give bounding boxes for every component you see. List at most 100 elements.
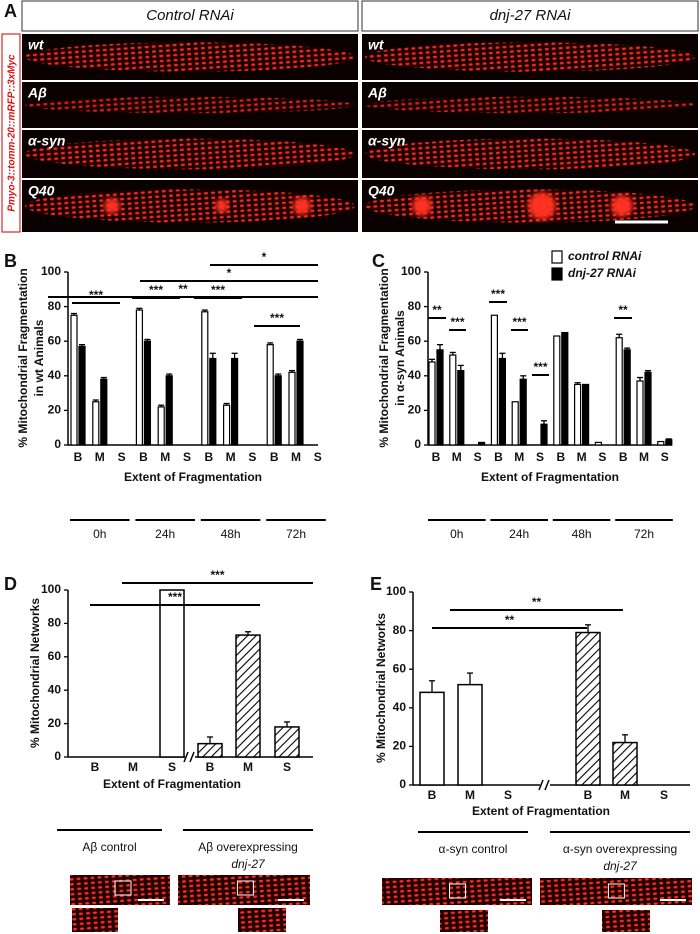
x-tick-label: B bbox=[74, 450, 83, 464]
x-tick-label: M bbox=[95, 450, 105, 464]
significance-label: *** bbox=[450, 315, 464, 329]
legend-swatch bbox=[551, 267, 563, 281]
inset bbox=[440, 910, 488, 932]
bar bbox=[644, 371, 652, 446]
bar bbox=[235, 634, 261, 758]
y-tick-label: 40 bbox=[393, 700, 407, 714]
error-bar bbox=[158, 404, 165, 407]
y-tick-label: 40 bbox=[408, 368, 422, 382]
muscle-cell bbox=[25, 138, 355, 170]
significance-label: *** bbox=[270, 311, 284, 325]
bar bbox=[436, 349, 444, 446]
axis-break bbox=[189, 751, 195, 763]
aggregate bbox=[215, 199, 229, 213]
bar bbox=[612, 741, 638, 786]
error-bar bbox=[437, 344, 443, 350]
error-bar bbox=[100, 376, 107, 380]
x-axis-label: Extent of Fragmentation bbox=[124, 470, 262, 484]
x-tick-label: S bbox=[248, 450, 256, 464]
y-axis-label: % Mitochondrial Fragmentation bbox=[377, 268, 391, 447]
x-tick-label: S bbox=[118, 450, 126, 464]
bar bbox=[100, 378, 108, 446]
x-tick-label: S bbox=[168, 760, 176, 774]
group-label: dnj-27 bbox=[231, 857, 266, 871]
significance-label: ** bbox=[505, 613, 515, 627]
row-label: wt bbox=[368, 37, 385, 53]
bar bbox=[511, 401, 519, 446]
column-header: dnj-27 RNAi bbox=[490, 7, 572, 24]
bar bbox=[274, 375, 282, 446]
group-label: 24h bbox=[509, 527, 529, 541]
x-tick-label: S bbox=[474, 450, 482, 464]
muscle-cell bbox=[25, 189, 355, 223]
bar bbox=[623, 349, 631, 446]
bar bbox=[231, 357, 239, 446]
bar bbox=[657, 440, 665, 446]
panel-letter: B bbox=[4, 251, 17, 271]
error-bar bbox=[624, 347, 631, 350]
y-axis-label: in wt Animals bbox=[32, 319, 46, 396]
error-bar bbox=[289, 369, 295, 373]
error-bar bbox=[92, 399, 99, 402]
y-tick-label: 40 bbox=[48, 682, 62, 696]
error-bar bbox=[499, 352, 506, 359]
axis-break bbox=[538, 779, 544, 791]
group-label: 72h bbox=[286, 527, 306, 541]
bar bbox=[296, 340, 304, 446]
bar bbox=[553, 335, 561, 446]
error-bar bbox=[585, 624, 591, 633]
error-bar bbox=[297, 338, 303, 342]
bar bbox=[92, 401, 100, 446]
bar bbox=[274, 726, 300, 758]
row-label: α-syn bbox=[368, 133, 405, 149]
bar bbox=[665, 439, 673, 446]
error-bar bbox=[245, 631, 251, 636]
error-bar bbox=[79, 344, 85, 347]
y-tick-label: 60 bbox=[48, 649, 62, 663]
group-label: α-syn control bbox=[439, 842, 508, 856]
significance-label: *** bbox=[211, 283, 225, 297]
x-axis-label: Extent of Fragmentation bbox=[472, 804, 610, 818]
y-tick-label: 100 bbox=[401, 264, 421, 278]
group-label: Aβ overexpressing bbox=[198, 840, 298, 854]
y-tick-label: 100 bbox=[41, 264, 61, 278]
aggregate bbox=[611, 195, 633, 217]
legend-swatch bbox=[551, 250, 563, 264]
y-tick-label: 60 bbox=[48, 333, 62, 347]
bar bbox=[561, 331, 569, 446]
inset-box bbox=[449, 883, 466, 899]
bar bbox=[573, 383, 582, 446]
error-bar bbox=[201, 309, 208, 312]
bar bbox=[135, 309, 143, 446]
bar bbox=[490, 314, 498, 446]
bar bbox=[540, 423, 548, 446]
x-tick-label: B bbox=[556, 450, 565, 464]
bar bbox=[428, 361, 436, 446]
y-tick-label: 20 bbox=[393, 739, 407, 753]
y-axis-label: % Mitochondrial Networks bbox=[28, 598, 42, 748]
bar bbox=[159, 589, 185, 758]
group-label: 24h bbox=[155, 527, 175, 541]
bar bbox=[201, 311, 209, 446]
error-bar bbox=[166, 373, 173, 376]
bar bbox=[419, 691, 445, 786]
error-bar bbox=[223, 402, 230, 406]
bar bbox=[575, 631, 601, 786]
bar bbox=[457, 683, 483, 786]
row-label: α-syn bbox=[28, 133, 65, 149]
row-label: wt bbox=[28, 37, 45, 53]
error-bar bbox=[520, 375, 527, 380]
error-bar bbox=[231, 352, 238, 359]
error-bar bbox=[275, 373, 282, 376]
x-tick-label: M bbox=[291, 450, 301, 464]
side-label-box bbox=[1, 33, 21, 233]
x-tick-label: S bbox=[536, 450, 544, 464]
x-tick-label: B bbox=[494, 450, 503, 464]
y-tick-label: 0 bbox=[399, 777, 406, 791]
group-label: 0h bbox=[93, 527, 106, 541]
significance-label: *** bbox=[491, 287, 505, 301]
x-tick-label: B bbox=[432, 450, 441, 464]
x-tick-label: B bbox=[204, 450, 213, 464]
x-tick-label: B bbox=[270, 450, 279, 464]
y-axis-label: % Mitochondrial Networks bbox=[374, 613, 388, 763]
